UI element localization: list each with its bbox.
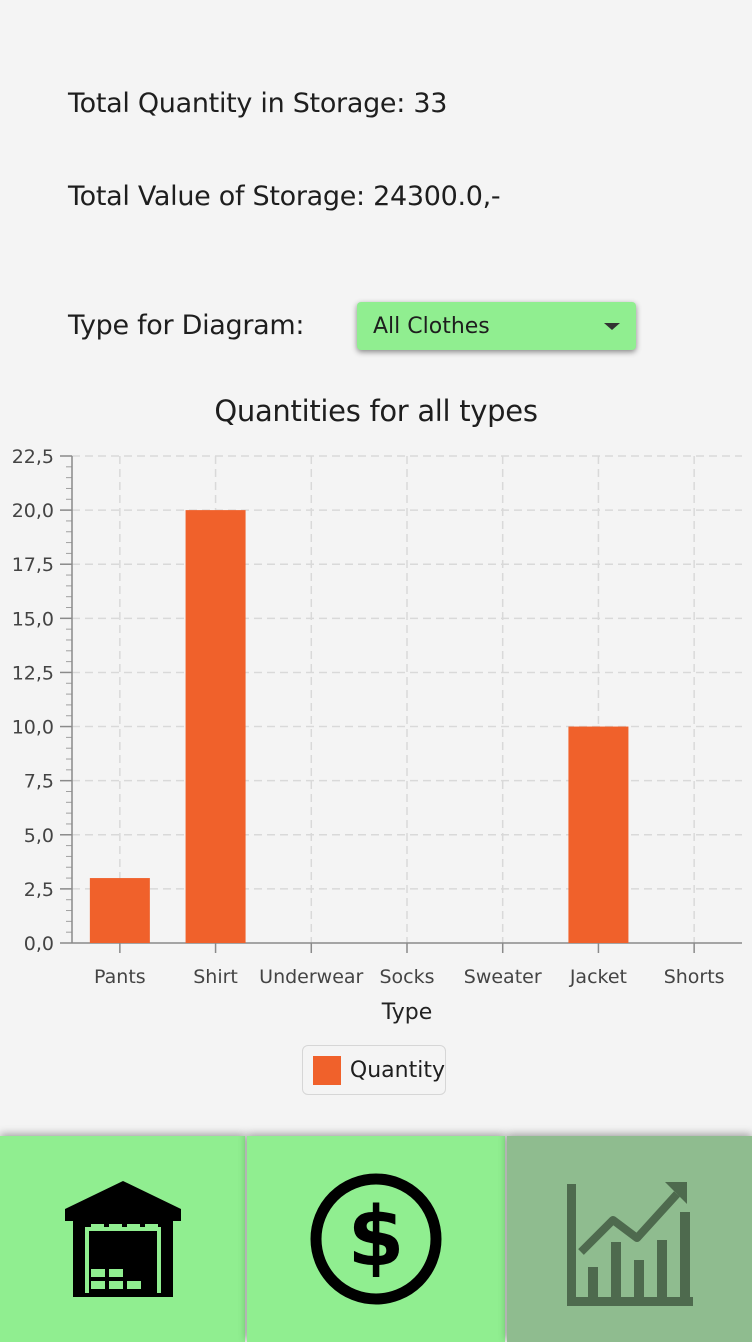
y-tick-label: 22,5	[12, 446, 54, 468]
chevron-down-icon	[604, 323, 620, 330]
bar-jacket	[568, 726, 629, 943]
total-quantity-text: Total Quantity in Storage: 33	[68, 88, 448, 119]
nav-sales-button[interactable]: $	[247, 1136, 505, 1342]
y-tick-label: 10,0	[12, 717, 54, 739]
y-tick-label: 17,5	[12, 554, 54, 576]
nav-storage-button[interactable]	[0, 1136, 245, 1342]
y-tick-label: 7,5	[24, 771, 54, 793]
y-tick-label: 12,5	[12, 662, 54, 684]
chart-legend: Quantity	[302, 1045, 446, 1095]
dollar-icon: $	[310, 1173, 442, 1305]
diagram-type-dropdown[interactable]: All Clothes	[357, 302, 636, 350]
x-tick-label: Socks	[379, 966, 434, 988]
x-tick-label: Underwear	[259, 966, 363, 988]
x-axis-label: Type	[381, 1000, 433, 1025]
bottom-navigation: $	[0, 1136, 752, 1342]
y-tick-label: 15,0	[12, 608, 54, 630]
legend-swatch	[313, 1055, 341, 1085]
bar-shirt	[185, 510, 246, 943]
chart-title: Quantities for all types	[214, 394, 538, 428]
x-tick-label: Pants	[94, 966, 146, 988]
warehouse-icon	[64, 1181, 181, 1297]
svg-text:$: $	[347, 1190, 404, 1285]
diagram-type-label: Type for Diagram:	[68, 310, 305, 341]
bar-chart: 0,0 2,5 5,0 7,5 10,0 12,5 15,0 17,5 20,0 22,5 Pant…	[12, 446, 742, 1025]
x-tick-label: Shirt	[193, 966, 238, 988]
diagram-type-selected: All Clothes	[373, 313, 490, 339]
y-tick-label: 0,0	[24, 933, 54, 955]
y-tick-label: 20,0	[12, 500, 54, 522]
x-tick-label: Shorts	[664, 966, 725, 988]
line-chart-icon	[566, 1182, 693, 1306]
y-tick-label: 5,0	[24, 825, 54, 847]
bar-pants	[89, 878, 150, 943]
nav-statistics-button[interactable]	[507, 1136, 752, 1342]
legend-label: Quantity	[349, 1057, 445, 1083]
x-tick-label: Sweater	[464, 966, 542, 988]
y-tick-label: 2,5	[24, 879, 54, 901]
x-tick-label: Jacket	[569, 966, 627, 988]
total-value-text: Total Value of Storage: 24300.0,-	[68, 181, 501, 212]
